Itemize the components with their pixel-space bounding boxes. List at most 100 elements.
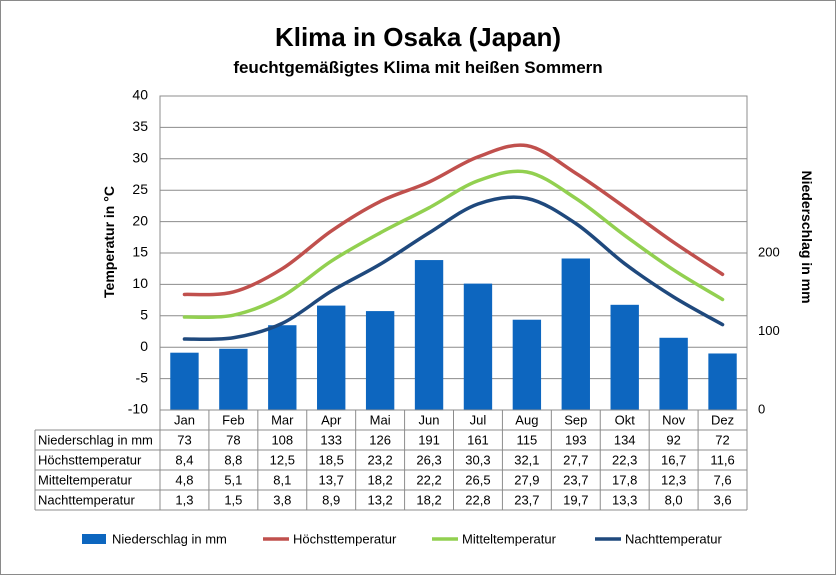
table-cell: 3,6 — [714, 492, 732, 507]
x-tick-label: Jul — [470, 412, 487, 427]
x-tick-label: Mai — [370, 412, 391, 427]
x-tick-label: Apr — [321, 412, 342, 427]
legend-label: Mitteltemperatur — [462, 531, 557, 546]
table-cell: 22,3 — [612, 452, 637, 467]
y-left-tick-label: -5 — [136, 369, 149, 385]
table-cell: 12,5 — [270, 452, 295, 467]
table-cell: 13,3 — [612, 492, 637, 507]
table-cell: 27,7 — [563, 452, 588, 467]
table-cell: 30,3 — [465, 452, 490, 467]
table-cell: 22,2 — [416, 472, 441, 487]
bar-apr — [317, 305, 346, 410]
table-cell: 72 — [715, 432, 729, 447]
table-cell: 18,2 — [416, 492, 441, 507]
table-cell: 32,1 — [514, 452, 539, 467]
x-tick-label: Aug — [515, 412, 538, 427]
line-nachttemperatur — [182, 195, 725, 342]
table-cell: 1,5 — [224, 492, 242, 507]
table-row-label: Niederschlag in mm — [38, 432, 153, 447]
table-cell: 108 — [271, 432, 293, 447]
x-tick-label: Nov — [662, 412, 686, 427]
legend: Niederschlag in mm Höchsttemperatur Mittel… — [82, 531, 722, 546]
table-cell: 115 — [517, 432, 538, 447]
y-left-tick-label: 15 — [132, 244, 148, 260]
table-cell: 18,2 — [367, 472, 392, 487]
legend-label: Niederschlag in mm — [112, 531, 227, 546]
table-cell: 134 — [614, 432, 636, 447]
table-cell: 92 — [666, 432, 680, 447]
table-cell: 11,6 — [710, 452, 734, 467]
bar-okt — [610, 304, 639, 410]
legend-label: Höchsttemperatur — [293, 531, 397, 546]
table-cell: 17,8 — [612, 472, 637, 487]
y-left-tick-label: 20 — [132, 212, 148, 228]
table-cell: 22,8 — [465, 492, 490, 507]
data-table: Jan Feb Mar Apr Mai Jun Jul Aug Sep Okt Nov Dez Nied… — [34, 410, 748, 511]
chart-title: Klima in Osaka (Japan) — [274, 22, 562, 52]
y-right-tick-label: 100 — [758, 323, 780, 338]
table-cell: 26,3 — [416, 452, 441, 467]
x-tick-label: Okt — [615, 412, 636, 427]
table-cell: 27,9 — [514, 472, 539, 487]
y-axis-left-title: Temperatur in °C — [101, 186, 117, 298]
y-left-tick-label: 5 — [140, 307, 148, 323]
bar-dez — [708, 353, 737, 410]
y-left-tick-label: 40 — [132, 87, 148, 103]
table-cell: 8,1 — [273, 472, 291, 487]
table-row-label: Mitteltemperatur — [38, 472, 133, 487]
table-cell: 23,2 — [367, 452, 392, 467]
table-cell: 8,4 — [175, 452, 193, 467]
table-cell: 191 — [418, 432, 440, 447]
table-cell: 23,7 — [514, 492, 539, 507]
y-axis-right-title: Niederschlag in mm — [799, 170, 815, 303]
table-cell: 73 — [177, 432, 191, 447]
table-cell: 8,8 — [224, 452, 242, 467]
x-tick-label: Mar — [271, 412, 294, 427]
y-left-tick-label: 25 — [132, 181, 148, 197]
bar-jun — [414, 260, 444, 410]
legend-label: Nachttemperatur — [625, 531, 722, 546]
y-right-tick-label: 200 — [758, 244, 780, 259]
table-cell: 126 — [369, 432, 391, 447]
table-cell: 16,7 — [661, 452, 686, 467]
bar-mai — [365, 311, 395, 410]
line-mitteltemperatur — [182, 169, 725, 320]
table-row-label: Nachttemperatur — [38, 492, 135, 507]
table-cell: 8,9 — [322, 492, 340, 507]
table-cell: 193 — [565, 432, 587, 447]
bar-nov — [659, 337, 688, 410]
table-cell: 7,6 — [714, 472, 732, 487]
y-left-tick-label: 30 — [132, 150, 148, 166]
line-h-chsttemperatur — [182, 143, 725, 297]
precipitation-bars — [170, 258, 737, 410]
y-left-tick-label: 0 — [140, 338, 148, 354]
table-cell: 3,8 — [273, 492, 291, 507]
y-left-tick-label: 10 — [132, 275, 148, 291]
temperature-lines — [182, 143, 725, 342]
chart-subtitle: feuchtgemäßigtes Klima mit heißen Sommer… — [233, 58, 603, 77]
table-cell: 1,3 — [175, 492, 193, 507]
table-cell: 5,1 — [224, 472, 242, 487]
table-cell: 4,8 — [175, 472, 193, 487]
table-cell: 161 — [467, 432, 489, 447]
gridlines — [160, 95, 747, 411]
y-left-tick-label: -10 — [128, 401, 148, 417]
table-cell: 12,3 — [661, 472, 686, 487]
bar-feb — [219, 348, 248, 410]
table-cell: 19,7 — [563, 492, 588, 507]
bar-jul — [463, 283, 493, 410]
bar-jan — [170, 352, 199, 410]
table-cell: 133 — [320, 432, 342, 447]
x-tick-label: Jun — [419, 412, 440, 427]
table-cell: 78 — [226, 432, 240, 447]
table-cell: 18,5 — [319, 452, 344, 467]
x-tick-label: Sep — [564, 412, 587, 427]
table-cell: 13,2 — [367, 492, 392, 507]
bar-mar — [268, 325, 297, 410]
table-cell: 13,7 — [319, 472, 344, 487]
table-cell: 23,7 — [563, 472, 588, 487]
table-cell: 8,0 — [665, 492, 683, 507]
y-left-tick-label: 35 — [132, 118, 148, 134]
table-cell: 26,5 — [465, 472, 490, 487]
y-right-tick-label: 0 — [758, 401, 765, 416]
